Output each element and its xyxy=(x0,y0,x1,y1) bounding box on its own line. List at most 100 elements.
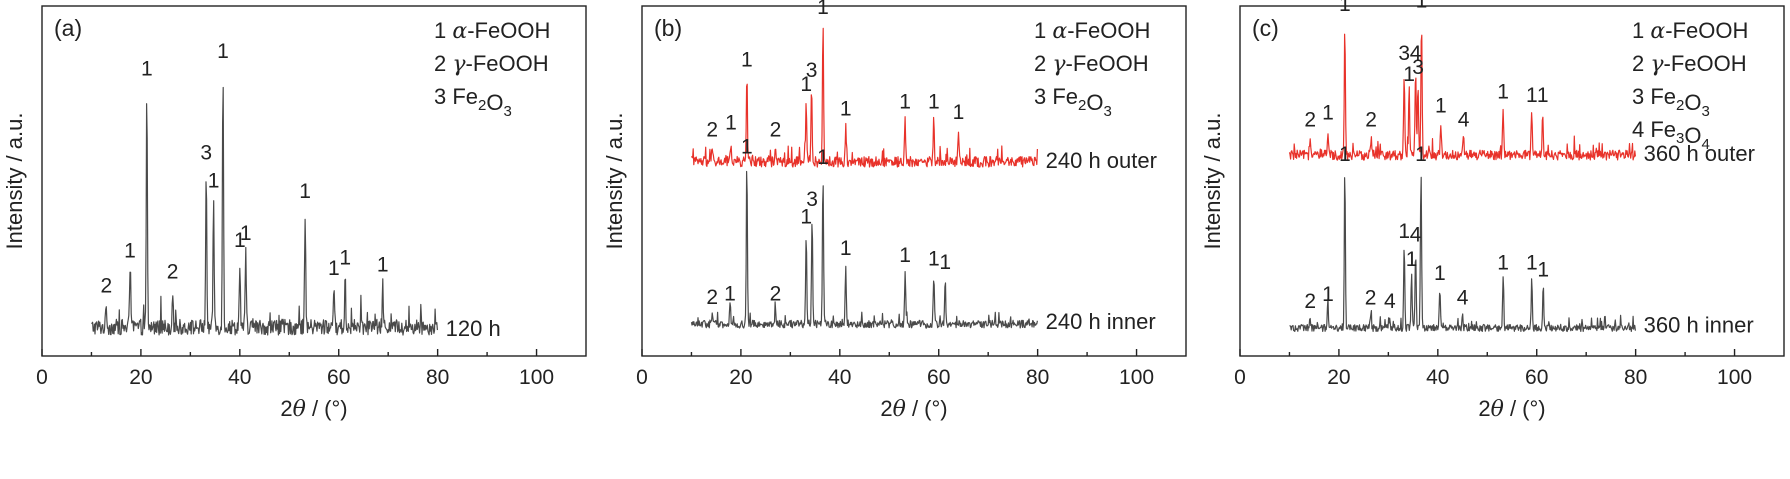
peak-label: 1 xyxy=(741,49,753,72)
peak-label: 1 xyxy=(1435,95,1447,118)
peak-label: 2 xyxy=(706,119,718,142)
peak-label: 1 xyxy=(928,91,940,114)
legend-entry: 2 γ-FeOOH xyxy=(434,51,549,77)
plot-frame xyxy=(641,5,1187,357)
x-tick-label: 20 xyxy=(729,366,752,389)
peak-label: 1 xyxy=(1537,259,1549,282)
legend-entry: 3 Fe2O3 xyxy=(1632,84,1710,120)
legend-entry: 1 α-FeOOH xyxy=(434,18,550,44)
peak-label: 2 xyxy=(100,274,112,297)
peak-label: 2 xyxy=(1365,109,1377,132)
peak-label: 1 xyxy=(328,257,340,280)
series-label: 120 h xyxy=(446,316,501,341)
panel-label: (a) xyxy=(54,15,82,41)
series-trace xyxy=(91,86,438,336)
x-tick-label: 80 xyxy=(1624,366,1647,389)
peak-label: 1 xyxy=(217,40,229,63)
x-tick-label: 0 xyxy=(1234,366,1246,389)
peak-label: 1 xyxy=(939,251,951,274)
peak-label: 1 xyxy=(800,73,812,96)
x-tick-label: 40 xyxy=(1426,366,1449,389)
peak-label: 1 xyxy=(124,239,136,262)
peak-label: 4 xyxy=(1384,290,1396,313)
peak-label: 4 xyxy=(1458,109,1470,132)
plot-frame xyxy=(41,5,587,357)
peak-label: 1 xyxy=(141,57,153,80)
peak-label: 1 xyxy=(240,222,252,245)
x-axis-title: 2θ / (°) xyxy=(280,396,347,422)
legend-entry: 3 Fe2O3 xyxy=(434,84,512,120)
y-axis-title: Intensity / a.u. xyxy=(1200,113,1225,250)
panel-3: 0 20 40 60 80 100 2θ / (°) Intensity / a.u. (c) 1… xyxy=(1200,0,1785,422)
peak-label: 1 xyxy=(377,253,389,276)
series-trace xyxy=(690,27,1038,168)
peak-label: 3 xyxy=(1398,42,1410,65)
legend-entry: 2 γ-FeOOH xyxy=(1034,51,1149,77)
x-tick-label: 60 xyxy=(327,366,350,389)
peak-label: 1 xyxy=(1434,262,1446,285)
series-trace xyxy=(1289,176,1636,333)
peak-label: 1 xyxy=(817,0,829,19)
panel-label: (c) xyxy=(1252,15,1279,41)
x-tick-label: 60 xyxy=(927,366,950,389)
panel-1: 0 20 40 60 80 100 2θ / (°) Intensity / a.u. (a) 1… xyxy=(2,5,587,422)
x-tick-label: 100 xyxy=(1119,366,1154,389)
peak-label: 2 xyxy=(770,282,782,305)
peak-label: 1 xyxy=(1497,81,1509,104)
peak-label: 1 xyxy=(724,282,736,305)
x-tick-label: 20 xyxy=(129,366,152,389)
peak-label: 1 xyxy=(208,169,220,192)
legend-entry: 2 γ-FeOOH xyxy=(1632,51,1747,77)
peak-label: 1 xyxy=(299,180,311,203)
peak-label: 1 xyxy=(817,146,829,169)
x-tick-label: 100 xyxy=(1717,366,1752,389)
peak-label: 2 xyxy=(1304,109,1316,132)
panel-2: 0 20 40 60 80 100 2θ / (°) Intensity / a.u. (b) 1… xyxy=(602,0,1187,422)
series-label: 360 h outer xyxy=(1644,141,1755,166)
peak-label: 1 xyxy=(1415,143,1427,166)
series-trace xyxy=(1288,33,1636,161)
peak-label: 1 xyxy=(840,237,852,260)
peak-label: 1 xyxy=(1416,0,1428,13)
x-axis-title: 2θ / (°) xyxy=(880,396,947,422)
y-axis-title: Intensity / a.u. xyxy=(2,113,27,250)
x-tick-label: 40 xyxy=(828,366,851,389)
peak-label: 3 xyxy=(200,141,212,164)
legend-entry: 1 α-FeOOH xyxy=(1632,18,1748,44)
peak-label: 2 xyxy=(1304,290,1316,313)
peak-label: 3 xyxy=(806,188,818,211)
peak-label: 1 xyxy=(1322,283,1334,306)
legend-entry: 1 α-FeOOH xyxy=(1034,18,1150,44)
x-tick-label: 80 xyxy=(426,366,449,389)
x-axis-title: 2θ / (°) xyxy=(1478,396,1545,422)
peak-label: 1 xyxy=(234,229,246,252)
x-tick-label: 40 xyxy=(228,366,251,389)
peak-label: 3 xyxy=(806,59,818,82)
peak-label: 2 xyxy=(706,286,718,309)
legend-entry: 3 Fe2O3 xyxy=(1034,84,1112,120)
peak-label: 1 xyxy=(1406,248,1418,271)
peak-label: 2 xyxy=(1365,287,1377,310)
peak-label: 1 xyxy=(1497,252,1509,275)
x-tick-label: 0 xyxy=(636,366,648,389)
peak-label: 2 xyxy=(770,119,782,142)
peak-label: 1 xyxy=(725,112,737,135)
peak-label: 1 xyxy=(1526,84,1538,107)
plot-frame xyxy=(1239,5,1785,357)
peak-label: 1 xyxy=(1537,84,1549,107)
peak-label: 1 xyxy=(1403,63,1415,86)
peak-label: 1 xyxy=(1526,252,1538,275)
x-tick-label: 20 xyxy=(1327,366,1350,389)
peak-label: 2 xyxy=(167,260,179,283)
x-tick-label: 60 xyxy=(1525,366,1548,389)
peak-label: 1 xyxy=(1339,0,1351,16)
peak-label: 1 xyxy=(800,205,812,228)
peak-label: 1 xyxy=(1339,143,1351,166)
series-trace xyxy=(690,170,1038,329)
peak-label: 1 xyxy=(899,244,911,267)
peak-label: 1 xyxy=(899,91,911,114)
peak-label: 4 xyxy=(1457,287,1469,310)
peak-label: 3 xyxy=(1412,56,1424,79)
peak-label: 1 xyxy=(741,135,753,158)
